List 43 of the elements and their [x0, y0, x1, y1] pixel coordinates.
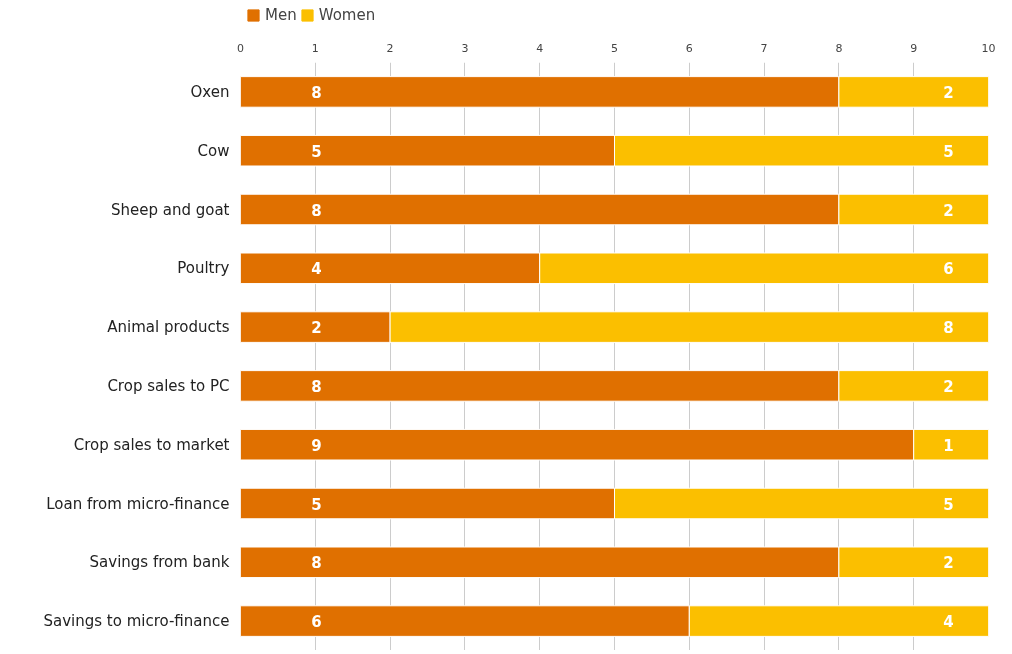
y-tick-label: Savings to micro-finance	[43, 612, 230, 631]
x-tick-label: 10	[981, 41, 996, 55]
data-label: 4	[943, 613, 954, 632]
x-tick-label: 6	[685, 41, 693, 55]
data-label: 5	[943, 495, 954, 514]
data-label: 2	[943, 554, 954, 573]
x-tick-label: 0	[237, 41, 244, 55]
x-tick-label: 9	[910, 41, 918, 55]
x-tick-label: 5	[611, 41, 618, 55]
data-label: 5	[943, 142, 954, 161]
y-tick-label: Savings from bank	[89, 553, 230, 572]
legend-label: Women	[318, 6, 376, 24]
x-tick-label: 8	[835, 41, 843, 55]
data-label: 8	[943, 319, 954, 338]
x-tick-label: 3	[461, 41, 469, 55]
x-tick-label: 7	[760, 41, 768, 55]
data-label: 2	[943, 83, 954, 102]
x-tick-label: 1	[311, 41, 319, 55]
y-tick-label: Cow	[197, 141, 230, 160]
data-label: 8	[311, 201, 322, 220]
data-label: 8	[311, 554, 322, 573]
x-tick-label: 4	[536, 41, 544, 55]
data-label: 8	[311, 83, 322, 102]
y-tick-label: Animal products	[107, 318, 230, 337]
data-label: 2	[943, 201, 954, 220]
data-label: 2	[311, 319, 322, 338]
legend-label: Men	[265, 6, 297, 24]
y-tick-label: Poultry	[177, 259, 230, 278]
data-label: 5	[311, 142, 322, 161]
data-label: 4	[311, 260, 322, 279]
y-tick-label: Crop sales to PC	[107, 376, 230, 395]
data-label: 9	[311, 436, 322, 455]
data-label: 1	[943, 436, 954, 455]
data-label: 8	[311, 377, 322, 396]
data-label: 6	[943, 260, 954, 279]
y-tick-label: Oxen	[190, 82, 230, 101]
x-tick-label: 2	[386, 41, 394, 55]
y-tick-label: Crop sales to market	[73, 435, 230, 454]
y-tick-label: Sheep and goat	[110, 200, 230, 219]
data-label: 6	[311, 613, 322, 632]
data-label: 5	[311, 495, 322, 514]
data-label: 2	[943, 377, 954, 396]
y-tick-label: Loan from micro-finance	[46, 494, 230, 513]
